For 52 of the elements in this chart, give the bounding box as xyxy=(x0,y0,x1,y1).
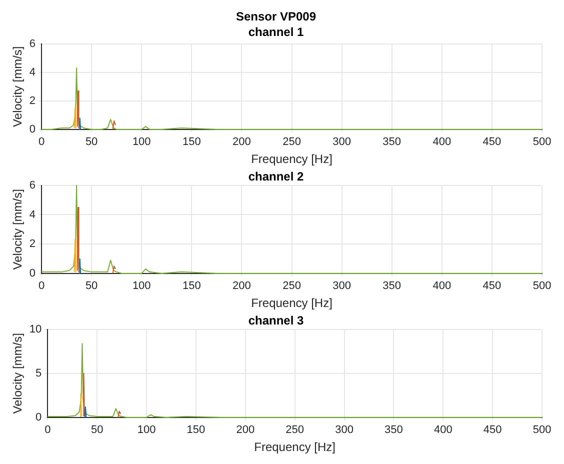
x-axis-title: Frequency [Hz] xyxy=(254,440,336,454)
x-tick-label: 250 xyxy=(286,424,304,436)
x-tick-label: 350 xyxy=(382,280,402,292)
y-tick-label: 4 xyxy=(29,208,36,221)
x-tick-label: 50 xyxy=(85,136,98,148)
x-tick-label: 450 xyxy=(482,136,502,148)
y-tick-label: 2 xyxy=(29,238,36,250)
x-tick-label: 250 xyxy=(282,280,301,292)
chart-title: channel 3 xyxy=(248,314,304,328)
x-tick-label: 100 xyxy=(137,424,156,436)
x-tick-label: 500 xyxy=(532,136,552,148)
y-axis-title: Velocity [mm/s] xyxy=(10,333,25,414)
x-axis-title: Frequency [Hz] xyxy=(251,152,332,166)
x-tick-label: 450 xyxy=(483,424,502,436)
y-axis-title: Velocity [mm/s] xyxy=(10,46,25,127)
x-tick-label: 500 xyxy=(532,280,552,292)
y-tick-label: 2 xyxy=(29,94,36,107)
y-tick-label: 6 xyxy=(29,38,36,50)
x-tick-label: 300 xyxy=(332,280,351,292)
y-tick-label: 0 xyxy=(36,411,42,424)
chart-title: channel 2 xyxy=(248,170,304,184)
x-tick-label: 200 xyxy=(232,136,251,148)
x-tick-label: 150 xyxy=(182,136,201,148)
y-axis-title: Velocity [mm/s] xyxy=(10,189,25,270)
x-tick-label: 350 xyxy=(382,136,402,148)
x-tick-label: 150 xyxy=(186,424,206,436)
x-tick-label: 50 xyxy=(85,280,98,292)
y-tick-label: 6 xyxy=(29,179,36,192)
y-tick-label: 0 xyxy=(29,123,36,136)
x-tick-label: 400 xyxy=(432,136,452,148)
x-tick-label: 300 xyxy=(335,424,354,436)
x-tick-label: 400 xyxy=(434,424,452,436)
x-tick-label: 200 xyxy=(232,280,251,292)
y-tick-label: 5 xyxy=(36,367,42,380)
y-tick-label: 4 xyxy=(29,66,36,78)
x-tick-label: 50 xyxy=(90,424,104,436)
x-tick-label: 100 xyxy=(132,136,151,148)
x-tick-label: 200 xyxy=(236,424,255,436)
y-tick-label: 0 xyxy=(29,267,36,280)
x-tick-label: 400 xyxy=(432,280,452,292)
x-tick-label: 300 xyxy=(332,136,351,148)
x-tick-label: 150 xyxy=(182,280,201,292)
chart-title: Sensor VP009 xyxy=(236,10,316,24)
x-tick-label: 0 xyxy=(44,424,51,436)
x-tick-label: 250 xyxy=(282,136,301,148)
x-tick-label: 100 xyxy=(132,280,151,292)
chart-subtitle: channel 1 xyxy=(248,24,304,39)
x-tick-label: 500 xyxy=(532,424,552,436)
x-tick-label: 350 xyxy=(384,424,403,436)
y-tick-label: 10 xyxy=(29,323,42,336)
x-axis-title: Frequency [Hz] xyxy=(251,296,332,310)
x-tick-label: 450 xyxy=(482,280,502,292)
